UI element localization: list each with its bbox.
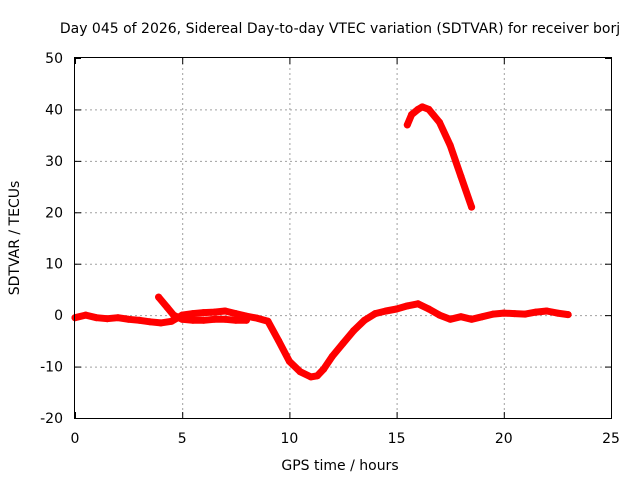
data-point	[339, 339, 347, 347]
data-point	[200, 316, 208, 324]
plot-frame	[74, 57, 612, 419]
data-point	[457, 313, 465, 321]
x-tick-label: 0	[71, 431, 80, 447]
data-point	[446, 315, 454, 323]
data-point	[232, 310, 240, 318]
data-point	[403, 121, 411, 129]
data-point	[403, 302, 411, 310]
data-point	[285, 357, 293, 365]
data-point	[232, 316, 240, 324]
data-point	[371, 310, 379, 318]
data-point	[350, 327, 358, 335]
data-point	[307, 373, 315, 381]
data-point	[543, 307, 551, 315]
data-point	[157, 319, 165, 327]
tick-marks	[75, 58, 612, 419]
x-axis-label: GPS time / hours	[281, 458, 398, 474]
data-point	[264, 317, 272, 325]
data-point	[500, 309, 508, 317]
data-point	[393, 305, 401, 313]
data-point	[436, 118, 443, 126]
data-point	[92, 314, 100, 322]
data-point	[114, 314, 122, 322]
data-point	[168, 317, 175, 325]
data-point	[468, 315, 476, 323]
y-tick-label: -20	[40, 411, 63, 427]
x-tick-label: 20	[495, 431, 513, 447]
data-point	[82, 311, 90, 319]
data-point	[468, 203, 476, 211]
data-point	[408, 111, 416, 119]
data-point	[155, 293, 163, 301]
data-point	[425, 105, 433, 113]
data-point	[221, 307, 229, 315]
data-point	[414, 300, 422, 308]
x-tick-label: 25	[602, 431, 620, 447]
data-point	[436, 311, 443, 319]
x-tick-labels: 0 5 10 15 20 25	[71, 431, 620, 447]
data-point	[135, 316, 143, 324]
series-layer	[71, 103, 572, 381]
data-point	[253, 314, 261, 322]
data-point	[189, 316, 197, 324]
data-point	[210, 315, 218, 323]
data-point	[418, 103, 426, 111]
y-tick-label: 20	[45, 205, 63, 221]
data-point	[489, 310, 497, 318]
data-point	[296, 368, 304, 376]
data-point	[553, 309, 561, 317]
data-point	[146, 318, 154, 326]
data-point	[446, 141, 454, 149]
data-point	[210, 308, 218, 316]
x-tick-label: 5	[178, 431, 187, 447]
y-tick-label: -10	[40, 360, 63, 376]
y-axis-label: SDTVAR / TECUs	[7, 181, 23, 296]
chart-title: Day 045 of 2026, Sidereal Day-to-day VTE…	[60, 21, 620, 37]
data-point	[189, 310, 197, 318]
x-tick-label: 10	[280, 431, 298, 447]
data-point	[382, 307, 390, 315]
series-line	[155, 293, 250, 324]
data-point	[320, 365, 328, 373]
y-tick-label: 50	[45, 51, 63, 67]
y-tick-label: 30	[45, 154, 63, 170]
data-point	[170, 311, 178, 319]
data-point	[243, 316, 250, 324]
data-point	[275, 337, 283, 345]
x-tick-label: 15	[388, 431, 406, 447]
y-tick-labels: -20 -10 0 10 20 30 40 50	[40, 51, 63, 427]
data-point	[125, 315, 133, 323]
data-point	[457, 172, 465, 180]
data-point	[521, 310, 529, 318]
y-tick-label: 10	[45, 257, 63, 273]
data-point	[200, 309, 208, 317]
data-point	[532, 308, 540, 316]
data-point	[425, 305, 433, 313]
y-tick-label: 0	[54, 308, 63, 324]
data-point	[163, 303, 171, 311]
y-tick-label: 40	[45, 102, 63, 118]
data-point	[511, 310, 518, 318]
data-point	[313, 372, 321, 380]
data-point	[103, 315, 111, 323]
data-point	[478, 313, 486, 321]
data-point	[221, 315, 229, 323]
data-point	[178, 315, 186, 323]
data-point	[564, 311, 572, 319]
grid-lines	[75, 58, 611, 418]
data-point	[328, 352, 336, 360]
data-point	[360, 316, 368, 324]
